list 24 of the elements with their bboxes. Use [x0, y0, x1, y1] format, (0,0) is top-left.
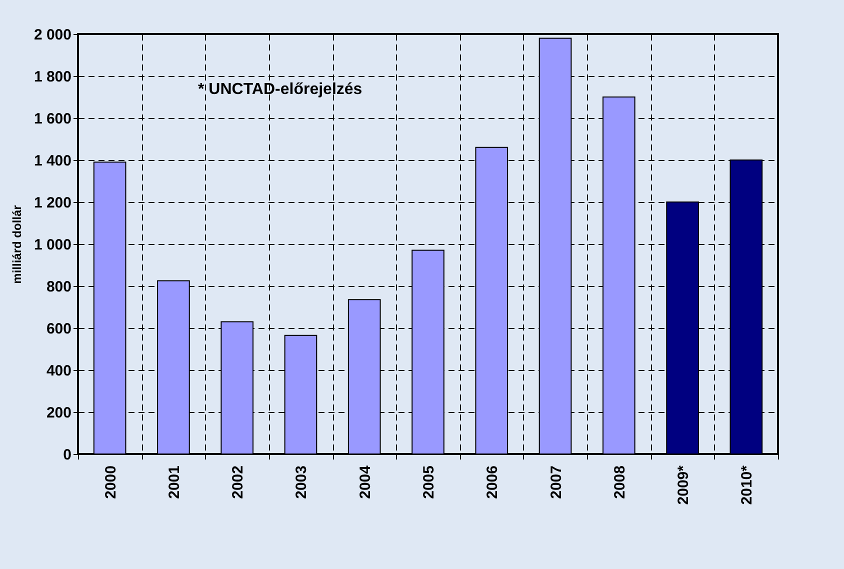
x-tick-label: 2001 [166, 466, 183, 499]
annotation: * UNCTAD-előrejelzés [198, 81, 362, 98]
y-tick-label: 1 200 [34, 194, 72, 212]
x-tick-label: 2009* [675, 465, 692, 505]
y-tick-label: 1 600 [34, 110, 72, 128]
y-tick-label: 400 [46, 362, 72, 380]
x-tick-label: 2008 [611, 466, 628, 499]
x-tick-label: 2000 [102, 466, 120, 499]
y-tick-label: 200 [46, 404, 72, 422]
x-tick-label: 2010* [738, 465, 756, 505]
y-tick-label: 2 000 [34, 26, 72, 44]
y-tick-label: 600 [46, 320, 72, 338]
y-tick-label: 0 [63, 446, 72, 464]
y-axis-title: milliárd dollár [10, 204, 24, 284]
y-tick-label: 1 000 [34, 236, 72, 254]
x-tick-label: 2003 [293, 466, 310, 499]
x-tick-label: 2002 [230, 466, 247, 499]
y-tick-label: 1 800 [34, 68, 72, 86]
x-tick-label: 2006 [484, 466, 502, 499]
x-tick-label: 2005 [420, 466, 438, 499]
y-tick-label: 800 [46, 278, 72, 296]
y-tick-label: 1 400 [34, 152, 72, 170]
x-tick-label: 2007 [548, 466, 565, 499]
x-tick-label: 2004 [356, 464, 374, 499]
